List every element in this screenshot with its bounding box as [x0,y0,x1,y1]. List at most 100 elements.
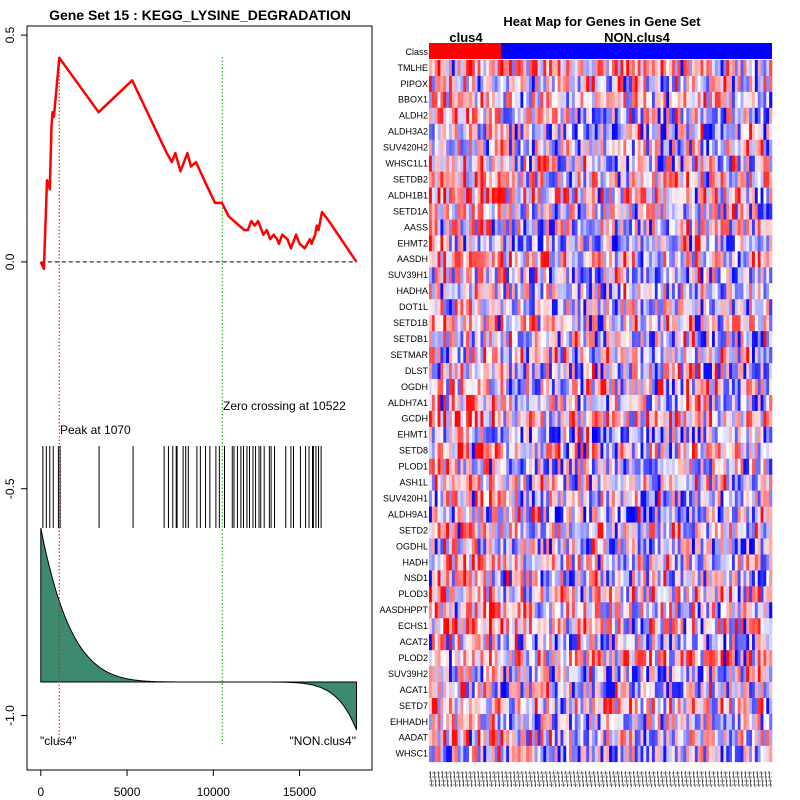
heatmap-cell [531,283,536,300]
heatmap-title: Heat Map for Genes in Gene Set [503,14,701,29]
heatmap-cell [557,586,561,603]
heatmap-cell [646,394,650,412]
heatmap-cell [431,267,436,284]
heatmap-cell [449,426,453,444]
heatmap-cell [649,554,653,571]
heatmap-cell [551,363,556,380]
heatmap-cell [623,315,627,332]
heatmap-cell [434,602,438,619]
heatmap-cell [491,650,496,667]
heatmap-cell [589,283,593,300]
heatmap-cell [614,410,618,428]
heatmap-row [429,123,773,141]
heatmap-cell [543,538,547,555]
heatmap-cell [517,235,521,252]
heatmap-cell [554,410,558,428]
heatmap-cell [746,586,750,603]
heatmap-cell [660,155,664,172]
heatmap-cell [740,490,744,507]
heatmap-cell [731,203,736,220]
heatmap-cell [680,315,684,332]
heatmap-cell [643,347,647,364]
heatmap-cell [614,634,618,651]
heatmap-cell [709,682,713,699]
heatmap-cell [460,618,464,635]
heatmap-cell [629,203,633,220]
heatmap-cell [446,123,450,141]
heatmap-cell [766,538,770,555]
heatmap-cell [654,171,658,188]
heatmap-cell [694,60,698,77]
heatmap-cell [749,410,753,428]
heatmap-cell [457,442,461,460]
heatmap-cell [720,187,724,204]
heatmap-cell [431,490,436,507]
heatmap-cell [471,698,476,715]
heatmap-row [429,554,773,571]
heatmap-cell [631,618,636,635]
heatmap-cell [603,363,607,380]
heatmap-cell [560,426,564,444]
heatmap-cell [746,682,750,699]
heatmap-cell [737,602,741,619]
heatmap-cell [654,522,658,539]
heatmap-cell [629,107,633,125]
heatmap-cell [689,490,693,507]
heatmap-cell [583,203,587,220]
heatmap-cell [554,155,558,172]
heatmap-cell [657,283,661,300]
heatmap-cell [500,666,504,683]
heatmap-cell [663,538,667,555]
heatmap-cell [660,554,664,571]
heatmap-cell [560,155,564,172]
heatmap-cell [697,410,701,428]
heatmap-cell [634,363,638,380]
heatmap-cell [726,75,730,93]
heatmap-cell [571,698,576,715]
heatmap-cell [509,458,513,475]
heatmap-cell [694,554,698,571]
heatmap-cell [529,219,533,236]
heatmap-cell [497,315,501,332]
heatmap-cell [614,283,618,300]
heatmap-cell [537,490,541,507]
heatmap-cell [520,75,524,93]
heatmap-cell [680,219,684,236]
heatmap-cell [734,458,738,475]
heatmap-cell [523,235,527,252]
heatmap-cell [617,203,621,220]
heatmap-cell [440,347,444,364]
heatmap-cell [683,442,687,460]
heatmap-cell [769,91,773,109]
heatmap-cell [506,538,510,555]
heatmap-cell [654,426,658,444]
heatmap-cell [637,522,641,539]
heatmap-cell [557,442,561,460]
heatmap-cell [691,91,696,109]
heatmap-cell [540,235,544,252]
heatmap-cell [569,203,573,220]
heatmap-cell [754,267,759,284]
heatmap-cell [517,139,521,156]
heatmap-cell [606,267,610,284]
heatmap-cell [657,650,661,667]
heatmap-cell [443,219,447,236]
heatmap-cell [597,379,601,396]
heatmap-cell [586,650,590,667]
heatmap-cell [589,634,593,651]
heatmap-cell [591,570,596,587]
heatmap-cell [491,586,496,603]
heatmap-cell [717,267,721,284]
heatmap-cell [643,650,647,667]
heatmap-cell [477,379,481,396]
heatmap-cell [754,394,759,412]
heatmap-cell [531,315,536,332]
heatmap-cell [611,682,616,699]
heatmap-cell [429,442,433,460]
heatmap-cell [557,634,561,651]
heatmap-cell [540,219,544,236]
heatmap-cell [677,682,681,699]
heatmap-cell [563,570,567,587]
heatmap-cell [703,522,707,539]
heatmap-cell [700,363,704,380]
